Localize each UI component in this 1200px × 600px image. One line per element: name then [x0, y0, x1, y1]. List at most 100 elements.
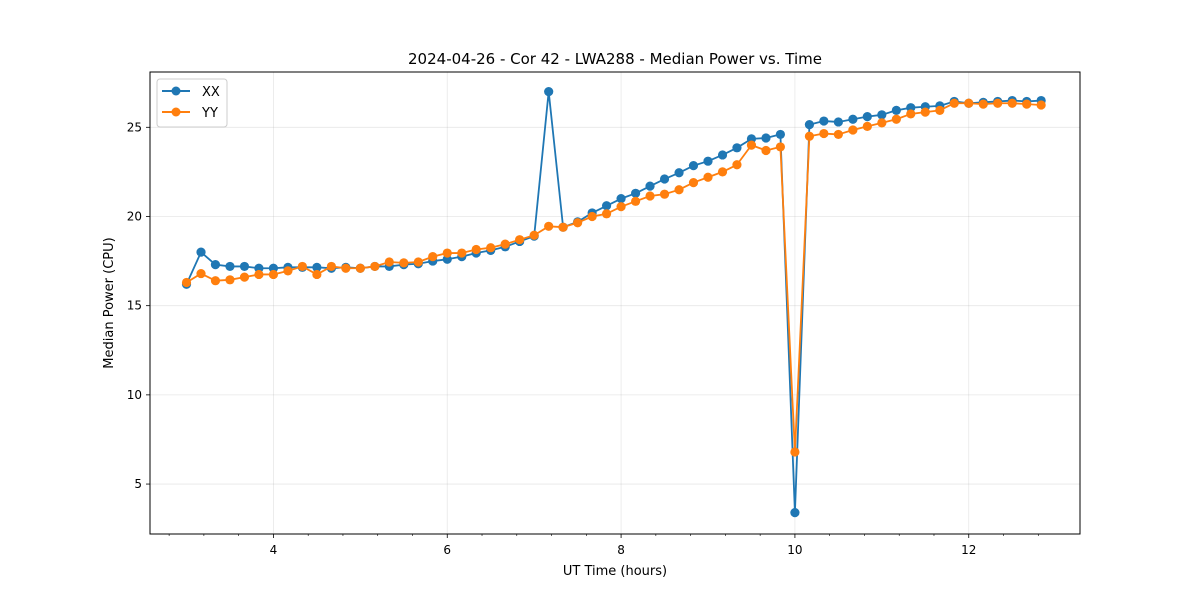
- data-point-xx: [717, 150, 728, 160]
- data-point-xx: [877, 110, 887, 120]
- data-point-yy: [370, 261, 380, 272]
- data-point-yy: [471, 244, 481, 255]
- data-point-yy: [616, 202, 626, 212]
- legend-marker-xx: [171, 86, 181, 96]
- data-point-yy: [833, 129, 843, 140]
- data-point-yy: [1007, 98, 1017, 108]
- data-point-yy: [529, 230, 539, 240]
- data-point-yy: [515, 235, 525, 245]
- data-point-yy: [862, 121, 872, 132]
- data-point-xx: [848, 114, 858, 124]
- data-point-yy: [326, 261, 336, 272]
- data-point-yy: [283, 266, 293, 276]
- data-point-yy: [210, 276, 221, 286]
- legend-label-yy: YY: [201, 106, 218, 121]
- data-point-yy: [196, 268, 206, 279]
- x-tick-label: 6: [443, 543, 451, 557]
- data-point-xx: [312, 262, 322, 272]
- data-point-yy: [181, 277, 192, 288]
- data-point-yy: [341, 263, 351, 273]
- data-point-xx: [601, 201, 612, 211]
- x-tick-label: 10: [787, 543, 802, 557]
- y-tick-label: 15: [127, 299, 142, 313]
- data-point-yy: [761, 145, 771, 156]
- data-point-xx: [732, 143, 742, 153]
- data-point-yy: [399, 258, 409, 268]
- data-point-xx: [645, 181, 655, 191]
- data-point-yy: [703, 172, 713, 182]
- data-point-yy: [254, 269, 264, 280]
- data-point-xx: [862, 111, 872, 122]
- data-point-yy: [1036, 100, 1046, 110]
- data-point-yy: [717, 167, 728, 177]
- data-point-yy: [920, 107, 930, 117]
- data-point-xx: [790, 507, 800, 518]
- y-tick-label: 5: [134, 477, 142, 491]
- grid-lines: [150, 72, 1080, 534]
- axis-ticks: 4 6 8 10 12 5 10 15 20 25: [127, 120, 1039, 557]
- x-tick-label: 12: [961, 543, 976, 557]
- data-point-yy: [1022, 99, 1032, 109]
- data-point-yy: [659, 189, 670, 199]
- legend-label-xx: XX: [202, 85, 220, 100]
- chart-title: 2024-04-26 - Cor 42 - LWA288 - Median Po…: [408, 50, 822, 68]
- data-point-yy: [630, 196, 641, 206]
- data-point-yy: [790, 447, 800, 457]
- data-point-yy: [877, 118, 887, 128]
- data-point-yy: [384, 257, 394, 267]
- data-point-yy: [964, 98, 974, 108]
- data-point-xx: [688, 161, 699, 171]
- data-point-xx: [210, 260, 221, 270]
- data-point-yy: [674, 185, 684, 195]
- data-point-yy: [993, 98, 1003, 108]
- data-point-xx: [804, 120, 815, 130]
- data-point-yy: [268, 269, 279, 280]
- y-tick-label: 20: [127, 209, 142, 223]
- data-point-yy: [428, 252, 438, 262]
- data-point-yy: [442, 248, 452, 258]
- data-point-xx: [659, 174, 670, 184]
- data-point-yy: [819, 128, 829, 139]
- data-point-xx: [616, 194, 626, 204]
- data-point-yy: [500, 239, 510, 249]
- data-point-yy: [935, 105, 945, 115]
- data-point-yy: [225, 275, 235, 285]
- data-point-yy: [486, 243, 496, 253]
- data-point-yy: [297, 261, 307, 272]
- y-axis-title: Median Power (CPU): [102, 237, 117, 368]
- data-point-yy: [688, 177, 699, 188]
- data-point-xx: [225, 261, 235, 272]
- data-point-yy: [906, 109, 916, 119]
- series-yy: [181, 98, 1046, 457]
- data-point-yy: [978, 99, 988, 109]
- x-axis-title: UT Time (hours): [563, 564, 667, 579]
- data-point-yy: [587, 211, 597, 222]
- data-point-yy: [949, 98, 959, 108]
- data-point-xx: [544, 87, 554, 97]
- data-point-xx: [674, 168, 684, 178]
- data-point-xx: [833, 117, 843, 127]
- data-point-xx: [891, 105, 901, 115]
- data-point-yy: [558, 222, 568, 232]
- series-layer: [181, 87, 1046, 518]
- data-point-xx: [703, 156, 713, 166]
- data-point-yy: [601, 209, 612, 219]
- data-point-yy: [804, 131, 815, 141]
- data-point-yy: [645, 191, 655, 201]
- data-point-yy: [848, 125, 858, 135]
- data-point-yy: [746, 140, 757, 150]
- data-point-xx: [819, 116, 829, 126]
- plot-area: [149, 71, 1081, 535]
- legend: XX YY: [156, 78, 228, 128]
- data-point-yy: [355, 263, 365, 273]
- data-point-xx: [239, 261, 250, 272]
- data-point-yy: [573, 218, 583, 228]
- data-point-xx: [761, 133, 771, 143]
- data-point-yy: [312, 269, 322, 280]
- data-point-yy: [413, 257, 423, 267]
- data-point-yy: [732, 160, 742, 170]
- y-tick-label: 10: [127, 388, 142, 402]
- data-point-yy: [239, 272, 250, 282]
- data-point-yy: [544, 221, 554, 231]
